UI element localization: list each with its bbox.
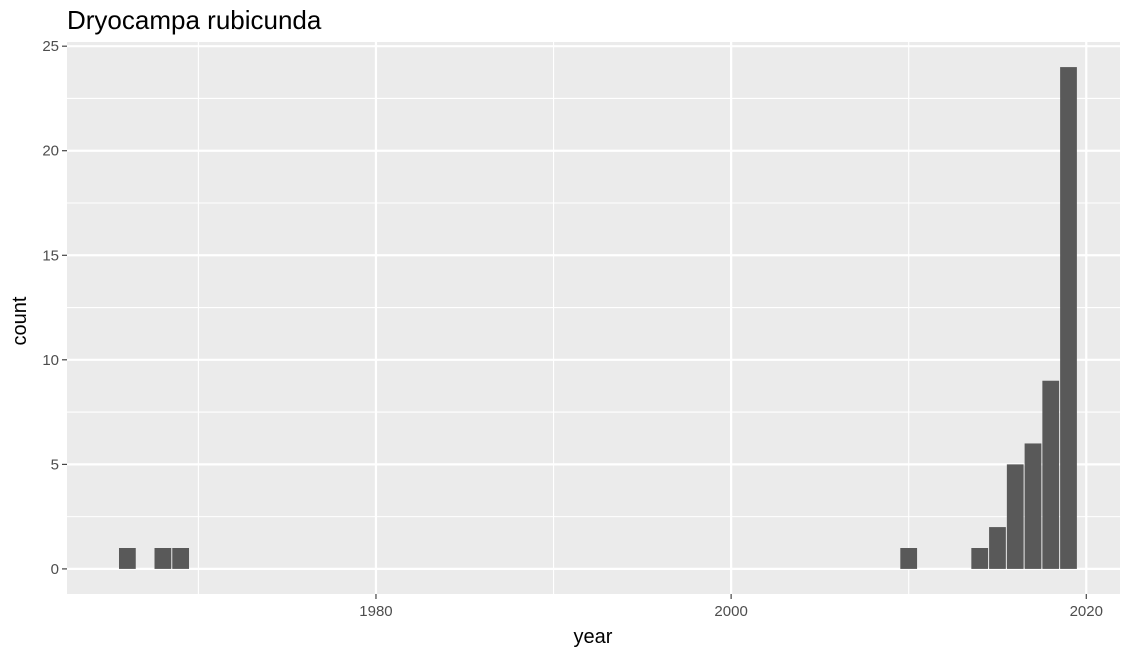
- x-tick-label: 2000: [714, 603, 747, 620]
- y-axis: 0 5 10 15 20 25: [42, 38, 67, 578]
- y-tick-label: 20: [42, 143, 59, 160]
- bar: [971, 548, 989, 569]
- bar: [1006, 464, 1024, 569]
- bar: [1042, 380, 1060, 569]
- y-tick-label: 15: [42, 247, 59, 264]
- y-axis-title: count: [9, 296, 31, 345]
- bars: [118, 67, 1077, 569]
- x-tick-label: 1980: [359, 603, 392, 620]
- x-tick-label: 2020: [1070, 603, 1103, 620]
- bar: [1024, 443, 1042, 569]
- bar: [172, 548, 190, 569]
- y-tick-label: 5: [51, 456, 59, 473]
- bar: [989, 527, 1006, 569]
- y-tick-label: 10: [42, 352, 59, 369]
- bar: [900, 548, 918, 569]
- major-gridlines: [67, 42, 1120, 594]
- chart-title: Dryocampa rubicunda: [67, 5, 322, 35]
- x-axis-title: year: [574, 626, 613, 648]
- bar: [1060, 67, 1077, 569]
- minor-gridlines: [67, 42, 1120, 594]
- bar: [118, 548, 136, 569]
- y-tick-label: 0: [51, 561, 59, 578]
- y-tick-label: 25: [42, 38, 59, 55]
- bar: [154, 548, 172, 569]
- plot-panel: [67, 42, 1120, 594]
- x-axis: 1980 2000 2020: [359, 594, 1103, 620]
